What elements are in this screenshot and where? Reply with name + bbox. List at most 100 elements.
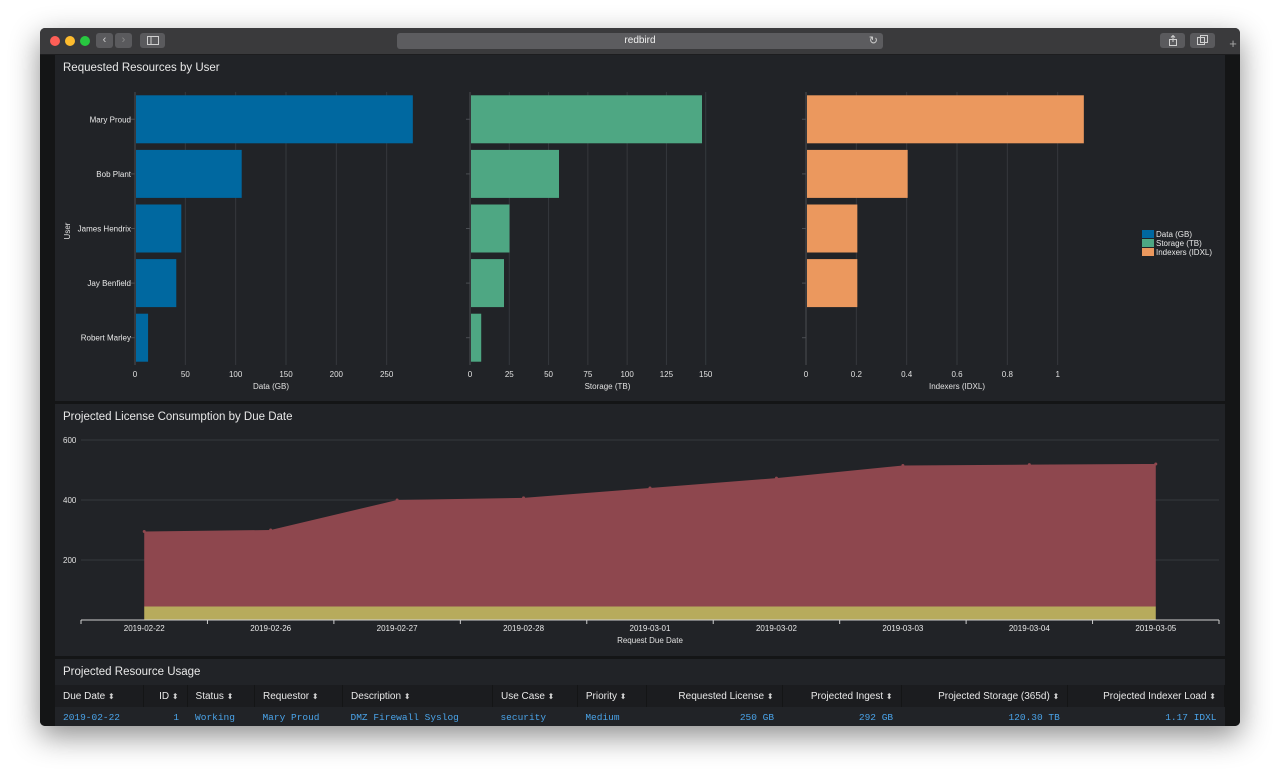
cell-projected-storage-365d[interactable]: 120.30 TB [1008, 711, 1060, 723]
sort-icon[interactable]: ⬍ [403, 691, 411, 701]
legend-label[interactable]: Data (GB) [1156, 230, 1192, 239]
data-point-upper[interactable] [522, 496, 526, 500]
close-window-button[interactable] [50, 36, 60, 46]
data-point-upper[interactable] [1027, 463, 1031, 467]
column-header-label: Projected Ingest [810, 690, 886, 702]
sidebar-toggle-button[interactable] [140, 33, 165, 48]
zoom-window-button[interactable] [80, 36, 90, 46]
chevron-right-icon: › [121, 34, 126, 46]
data-point-upper[interactable] [1154, 462, 1158, 466]
column-header-requestor[interactable]: Requestor ⬍ [254, 685, 344, 707]
sort-icon[interactable]: ⬍ [619, 691, 627, 701]
cell-priority[interactable]: Medium [585, 711, 620, 723]
bar-storage-tb-robert-marley[interactable] [471, 313, 482, 362]
cell-status[interactable]: Working [195, 711, 235, 723]
column-header-use-case[interactable]: Use Case ⬍ [492, 685, 578, 707]
column-header-priority[interactable]: Priority ⬍ [577, 685, 648, 707]
x-tick-label: 2019-02-26 [250, 624, 291, 633]
column-header-due-date[interactable]: Due Date ⬍ [55, 685, 144, 707]
y-tick-label: Mary Proud [90, 115, 131, 124]
sort-icon[interactable]: ⬍ [171, 691, 179, 701]
bar-indexers-idxl-mary-proud[interactable] [807, 95, 1084, 144]
sort-icon[interactable]: ⬍ [108, 691, 115, 701]
column-header-label: ID [159, 690, 172, 702]
data-point-upper[interactable] [395, 498, 399, 502]
sort-icon[interactable]: ⬍ [766, 691, 774, 701]
data-point-upper[interactable] [142, 530, 146, 533]
browser-window: ‹ › redbird ↻ + Requested Resources by U… [40, 28, 1240, 726]
bar-storage-tb-mary-proud[interactable] [471, 95, 702, 144]
sort-icon[interactable]: ⬍ [1052, 691, 1060, 701]
browser-toolbar: ‹ › redbird ↻ + [40, 28, 1240, 55]
column-header-projected-ingest[interactable]: Projected Ingest ⬍ [782, 685, 902, 707]
x-tick-label: 0.2 [851, 370, 863, 379]
column-header-label: Priority [585, 690, 620, 702]
bar-data-gb-bob-plant[interactable] [136, 149, 242, 198]
bar-indexers-idxl-bob-plant[interactable] [807, 149, 908, 198]
x-axis-title: Storage (TB) [585, 382, 631, 391]
bar-data-gb-jay-benfield[interactable] [136, 259, 177, 308]
sort-icon[interactable]: ⬍ [1209, 691, 1216, 701]
y-tick-label: 200 [63, 556, 77, 565]
tabs-overview-button[interactable] [1190, 33, 1215, 48]
cell-projected-indexer-load[interactable]: 1.17 IDXL [1165, 711, 1217, 723]
cell-requestor[interactable]: Mary Proud [262, 711, 320, 723]
data-point-upper[interactable] [269, 528, 273, 532]
column-header-id[interactable]: ID ⬍ [143, 685, 188, 707]
forward-button[interactable]: › [115, 33, 132, 48]
cell-description[interactable]: DMZ Firewall Syslog [350, 711, 459, 723]
bar-storage-tb-james-hendrix[interactable] [471, 204, 510, 253]
bar-storage-tb-jay-benfield[interactable] [471, 259, 504, 308]
legend-label[interactable]: Indexers (IDXL) [1156, 248, 1212, 257]
plus-icon: + [1229, 36, 1237, 51]
cell-use-case[interactable]: security [500, 711, 547, 723]
reload-icon[interactable]: ↻ [868, 35, 878, 47]
legend-label[interactable]: Storage (TB) [1156, 239, 1202, 248]
x-tick-label: 100 [620, 370, 634, 379]
sidebar-icon [146, 36, 159, 45]
bar-indexers-idxl-james-hendrix[interactable] [807, 204, 858, 253]
bar-data-gb-mary-proud[interactable] [136, 95, 413, 144]
cell-due-date[interactable]: 2019-02-22 [63, 711, 121, 723]
table-row[interactable]: 2019-02-22 1 Working Mary Proud DMZ Firewall… [55, 707, 1225, 726]
minimize-window-button[interactable] [65, 36, 75, 46]
bar-indexers-idxl-jay-benfield[interactable] [807, 259, 858, 308]
x-tick-label: 150 [699, 370, 713, 379]
column-header-projected-storage-365d[interactable]: Projected Storage (365d) ⬍ [901, 685, 1069, 707]
area-series-lower[interactable] [144, 606, 1156, 621]
column-header-label: Due Date [63, 690, 109, 702]
new-tab-button[interactable]: + [1226, 34, 1240, 54]
area-series-upper[interactable] [144, 464, 1156, 607]
x-tick-label: 2019-03-05 [1135, 624, 1176, 633]
column-header-label: Projected Indexer Load [1103, 690, 1210, 702]
address-bar[interactable]: redbird ↻ [397, 33, 883, 49]
sort-icon[interactable]: ⬍ [311, 691, 319, 701]
column-header-label: Projected Storage (365d) [938, 690, 1053, 702]
sort-icon[interactable]: ⬍ [226, 691, 234, 701]
cell-requested-license[interactable]: 250 GB [739, 711, 775, 723]
column-header-label: Requested License [678, 690, 767, 702]
column-header-requested-license[interactable]: Requested License ⬍ [646, 685, 783, 707]
sort-icon[interactable]: ⬍ [547, 691, 555, 701]
bar-storage-tb-bob-plant[interactable] [471, 149, 559, 198]
panel-requested-resources: Requested Resources by User User Mary Pro… [55, 55, 1225, 401]
share-button[interactable] [1160, 33, 1185, 48]
cell-projected-ingest[interactable]: 292 GB [858, 711, 894, 723]
sort-icon[interactable]: ⬍ [885, 691, 893, 701]
license-area-chart: 200 400 600 2019-02-22 2019-02-26 2019-02-27 2… [63, 436, 1220, 645]
data-point-upper[interactable] [648, 486, 652, 490]
y-tick-label: Robert Marley [81, 334, 131, 343]
bar-data-gb-robert-marley[interactable] [136, 313, 149, 362]
cell-id[interactable]: 1 [173, 711, 180, 723]
x-tick-label: 2019-03-04 [1009, 624, 1050, 633]
data-point-upper[interactable] [901, 464, 905, 467]
column-header-projected-indexer-load[interactable]: Projected Indexer Load ⬍ [1067, 685, 1225, 707]
x-tick-label: 1 [1055, 370, 1060, 379]
column-header-description[interactable]: Description ⬍ [342, 685, 493, 707]
column-header-label: Description [351, 690, 404, 702]
back-button[interactable]: ‹ [96, 33, 113, 48]
column-header-status[interactable]: Status ⬍ [187, 685, 255, 707]
data-point-upper[interactable] [774, 476, 778, 480]
bar-data-gb-james-hendrix[interactable] [136, 204, 182, 253]
x-tick-label: 25 [505, 370, 514, 379]
